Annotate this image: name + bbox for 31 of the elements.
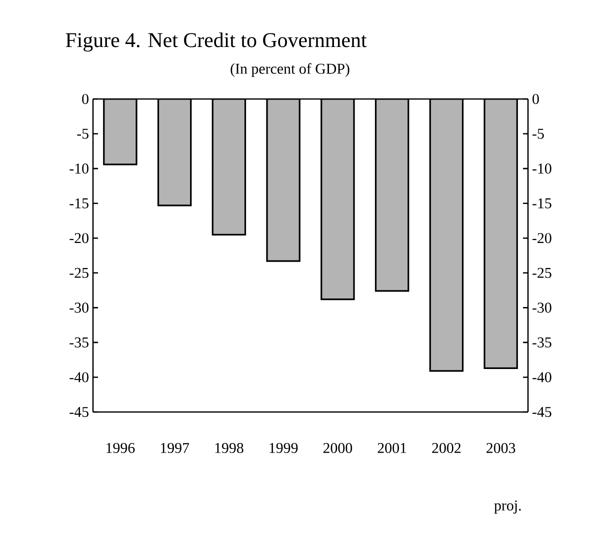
y-tick-label: -15 [70, 198, 88, 208]
y2-tick-label: -30 [532, 302, 552, 313]
y2-tick-label: -20 [532, 233, 552, 244]
x-tick-label: 2000 [323, 442, 352, 454]
y-tick-label: -5 [77, 128, 88, 139]
y2-tick-label: -40 [532, 372, 552, 382]
x-tick-label: 2002 [432, 442, 461, 454]
y-tick-label: -20 [70, 233, 88, 244]
x-tick-label: 1999 [270, 442, 298, 454]
x-tick-label: 1997 [160, 442, 190, 454]
y2-tick-label: -5 [532, 128, 544, 139]
text: proj. [494, 500, 521, 514]
y-tick-label: 0 [82, 94, 88, 104]
x-tick-label: 2001 [378, 442, 406, 454]
chart-title: Figure 4. Net Credit to Government [66, 32, 367, 52]
y2-tick-label: -10 [532, 164, 552, 174]
y-tick-label: -25 [70, 268, 88, 278]
x-tick-label: 2003 [486, 442, 516, 454]
y-tick-label: -45 [70, 407, 88, 417]
y2-tick-label: -35 [532, 337, 552, 348]
y-tick-label: -35 [70, 337, 88, 348]
y2-tick-label: -25 [532, 268, 552, 278]
y-tick-label: -30 [70, 302, 88, 313]
x-tick-label: 1998 [215, 442, 244, 454]
y2-tick-label: 0 [532, 94, 539, 104]
y-tick-label: -10 [70, 164, 88, 174]
y-tick-label: -40 [70, 372, 88, 382]
y2-tick-label: -15 [532, 198, 552, 208]
chart-subtitle: (In percent of GDP) [230, 63, 350, 77]
y2-tick-label: -45 [532, 407, 552, 417]
x-tick-label: 1996 [106, 442, 135, 454]
